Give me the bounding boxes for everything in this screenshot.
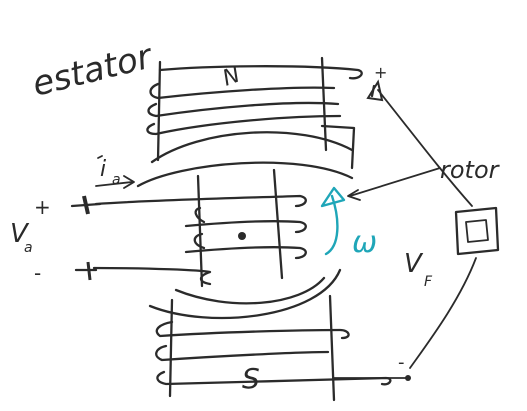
bottom-pole-shoe-inner bbox=[174, 276, 326, 305]
armature-voltage-minus: - bbox=[34, 261, 41, 285]
armature-current-subscript: a bbox=[112, 172, 121, 188]
top-pole-shoe-inner bbox=[136, 161, 354, 188]
top-pole-shoe-outer bbox=[150, 131, 354, 164]
armature-terminal-minus bbox=[86, 261, 92, 281]
field-wire-top bbox=[377, 89, 473, 207]
field-minus-sign: - bbox=[398, 352, 405, 373]
armature-current-i-dot bbox=[97, 155, 103, 159]
stator-bottom-right-side bbox=[328, 294, 336, 402]
brush-box-outer bbox=[454, 206, 500, 256]
rotor-pointer-line bbox=[349, 167, 441, 197]
angular-velocity-omega: ω bbox=[352, 225, 377, 260]
angular-velocity-arrowhead bbox=[320, 186, 346, 208]
armature-terminal-plus bbox=[82, 195, 90, 215]
armature-voltage-plus: + bbox=[34, 195, 51, 219]
field-voltage-label: V bbox=[404, 249, 424, 279]
rotor-left-edge bbox=[196, 174, 204, 288]
rotor-right-edge bbox=[272, 168, 284, 280]
rotor-label: rotor bbox=[440, 156, 501, 184]
top-pole-winding bbox=[146, 65, 363, 136]
estator-label: estator bbox=[29, 36, 158, 105]
rotor-shaft-dot bbox=[238, 232, 246, 240]
armature-voltage-label: V bbox=[10, 219, 30, 249]
south-pole-label: S bbox=[242, 362, 260, 395]
field-plus-arrowhead bbox=[366, 79, 384, 102]
armature-current-arrow bbox=[95, 181, 133, 187]
armature-voltage-subscript: a bbox=[24, 240, 33, 256]
field-plus-sign: + bbox=[374, 63, 387, 82]
bottom-pole-shoe-outer bbox=[148, 268, 342, 320]
stator-bottom-left-side bbox=[168, 298, 174, 398]
stator-top-left-side bbox=[156, 60, 162, 162]
armature-current-label: i bbox=[100, 157, 106, 182]
field-wire-bottom bbox=[409, 257, 477, 369]
rotor-winding bbox=[92, 194, 307, 286]
brush-box-inner bbox=[465, 219, 489, 243]
bottom-pole-winding bbox=[155, 320, 392, 386]
field-minus-terminal bbox=[405, 375, 411, 381]
armature-current-arrowhead bbox=[123, 175, 135, 189]
top-pole-shoe-edge bbox=[320, 124, 356, 170]
field-voltage-subscript: F bbox=[424, 274, 433, 290]
rotor-pointer-arrowhead bbox=[347, 189, 361, 201]
